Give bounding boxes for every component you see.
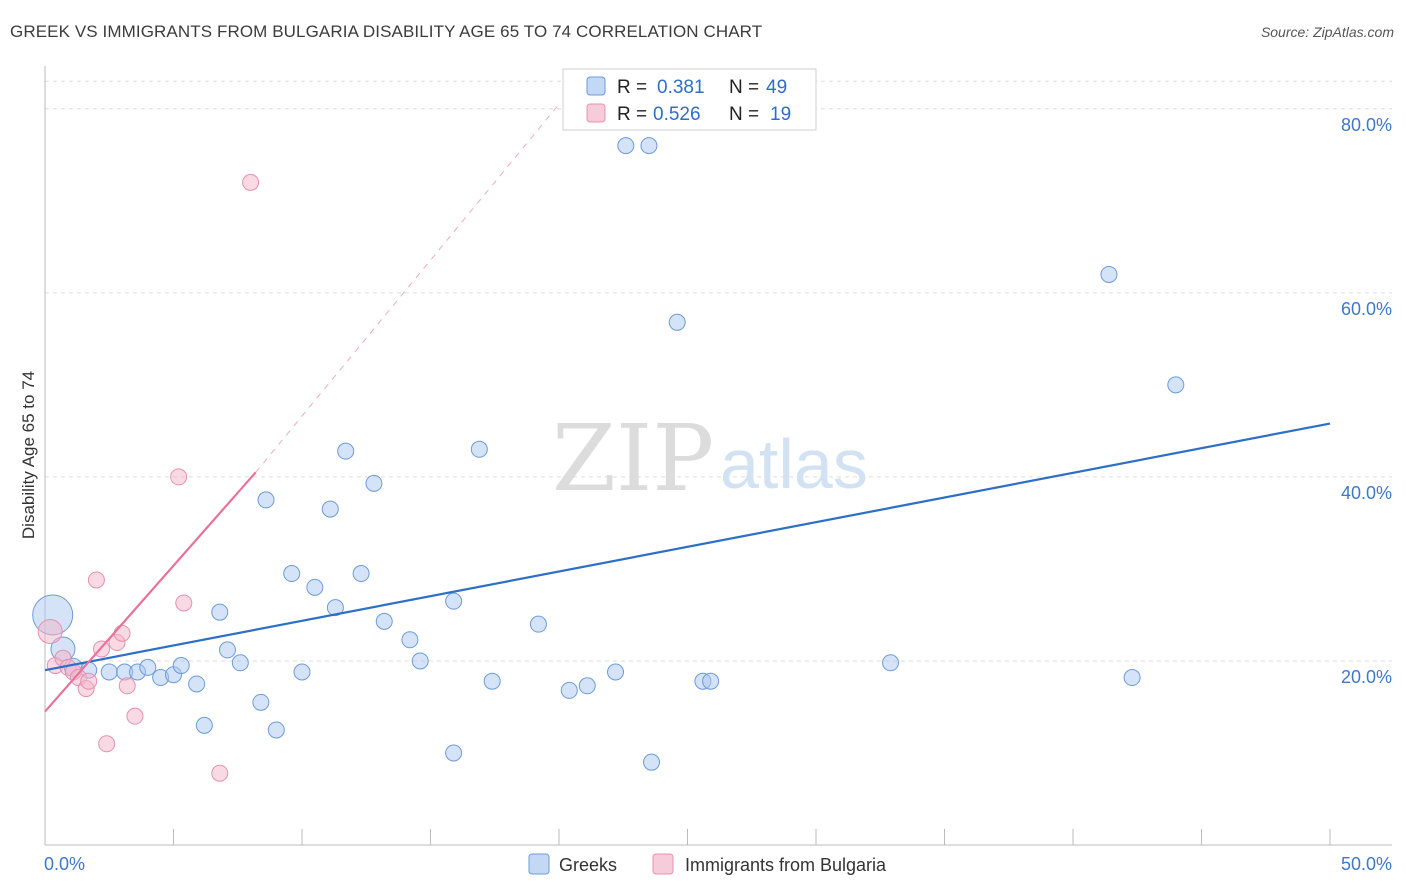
data-point <box>529 615 547 633</box>
watermark-atlas: atlas <box>720 425 868 503</box>
legend-n-value-greeks: 49 <box>766 77 787 98</box>
data-point <box>306 578 324 596</box>
chart-title: GREEK VS IMMIGRANTS FROM BULGARIA DISABI… <box>10 22 763 41</box>
series-points-1 <box>37 173 260 782</box>
data-point <box>326 599 344 617</box>
data-point <box>139 658 157 676</box>
series-legend-swatch-bulgaria <box>652 853 674 875</box>
data-point <box>257 491 275 509</box>
series-legend-label-bulgaria: Immigrants from Bulgaria <box>685 855 887 875</box>
data-point <box>607 663 625 681</box>
data-point <box>87 571 105 589</box>
axes <box>44 66 1392 846</box>
series-legend: Greeks Immigrants from Bulgaria <box>528 853 887 875</box>
data-point <box>445 592 463 610</box>
watermark-zip: ZIP <box>552 405 714 512</box>
data-point <box>252 693 270 711</box>
data-point <box>882 654 900 672</box>
data-point <box>1123 669 1141 687</box>
data-points <box>32 137 1185 782</box>
data-point <box>195 716 213 734</box>
y-axis-label: Disability Age 65 to 74 <box>19 371 38 539</box>
y-tick-label: 80.0% <box>1341 115 1392 135</box>
y-tick-label: 20.0% <box>1341 667 1392 687</box>
legend-swatch-greeks <box>586 76 606 96</box>
data-point <box>218 641 236 659</box>
trend-lines <box>44 103 1331 713</box>
data-point <box>231 654 249 672</box>
data-point <box>172 657 190 675</box>
data-point <box>188 675 206 693</box>
data-point <box>445 744 463 762</box>
trend-line-extension <box>255 103 560 473</box>
legend-r-value-greeks: 0.381 <box>657 77 705 98</box>
data-point <box>668 313 686 331</box>
tick-labels: 20.0% 40.0% 60.0% 80.0% 0.0% 50.0% <box>44 115 1392 874</box>
y-tick-label: 60.0% <box>1341 299 1392 319</box>
trend-line <box>44 471 257 713</box>
data-point <box>401 631 419 649</box>
data-point <box>560 681 578 699</box>
data-point <box>211 764 229 782</box>
data-point <box>100 663 118 681</box>
grid-lines <box>45 80 1392 662</box>
y-tick-label: 40.0% <box>1341 483 1392 503</box>
legend-n-label-greeks: N = <box>729 77 759 98</box>
trend-line <box>44 422 1331 672</box>
legend-n-label-bulgaria: N = <box>729 104 759 125</box>
series-points-0 <box>32 137 1185 771</box>
data-point <box>1167 376 1185 394</box>
data-point <box>411 652 429 670</box>
x-tick-label: 50.0% <box>1341 854 1392 874</box>
data-point <box>293 663 311 681</box>
data-point <box>483 672 501 690</box>
legend-r-label-bulgaria: R = <box>617 104 647 125</box>
data-point <box>617 137 635 155</box>
data-point <box>126 707 144 725</box>
data-point <box>352 565 370 583</box>
data-point <box>37 619 63 645</box>
data-point <box>470 440 488 458</box>
watermark: ZIP atlas <box>552 405 868 512</box>
data-point <box>640 137 658 155</box>
data-point <box>365 474 383 492</box>
legend-swatch-bulgaria <box>586 103 606 123</box>
data-point <box>175 594 193 612</box>
data-point <box>98 735 116 753</box>
data-point <box>643 753 661 771</box>
data-point <box>118 677 136 695</box>
series-legend-swatch-greeks <box>528 853 550 875</box>
data-point <box>267 721 285 739</box>
data-point <box>578 677 596 695</box>
data-point <box>211 603 229 621</box>
data-point <box>375 612 393 630</box>
data-point <box>283 565 301 583</box>
source-note: Source: ZipAtlas.com <box>1260 24 1394 40</box>
data-point <box>702 672 720 690</box>
data-point <box>321 500 339 518</box>
data-point <box>242 173 260 191</box>
data-point <box>80 672 98 690</box>
legend-n-value-bulgaria: 19 <box>770 104 791 125</box>
data-point <box>170 468 188 486</box>
data-point <box>113 624 131 642</box>
data-point <box>1100 265 1118 283</box>
series-legend-label-greeks: Greeks <box>559 855 617 875</box>
legend-r-value-bulgaria: 0.526 <box>653 104 701 125</box>
x-tick-label: 0.0% <box>44 854 85 874</box>
data-point <box>337 442 355 460</box>
legend-r-label-greeks: R = <box>617 77 647 98</box>
stats-legend: R = 0.381 N = 49 R = 0.526 N = 19 <box>562 68 817 131</box>
